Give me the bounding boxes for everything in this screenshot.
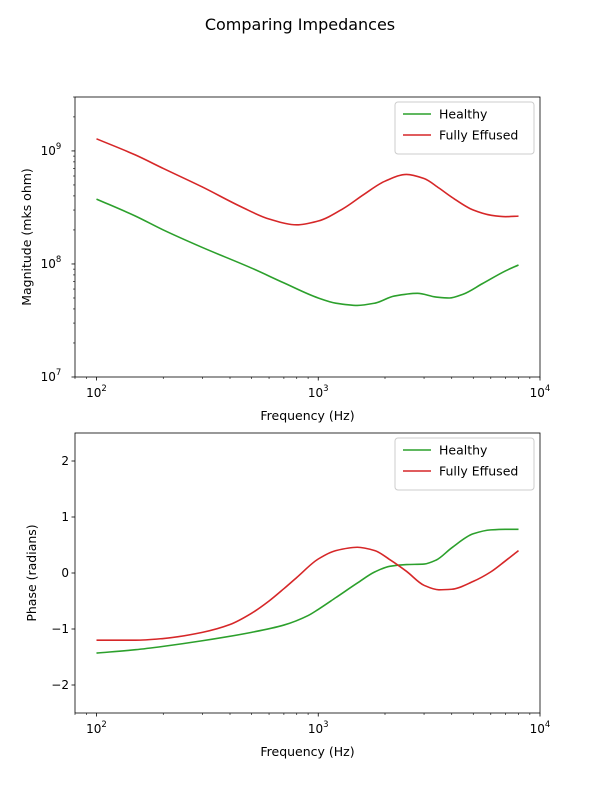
x-axis-label: Frequency (Hz) [260,744,354,759]
series-line-healthy [96,198,519,307]
figure-title: Comparing Impedances [205,15,395,34]
series-line-fully-effused [96,546,520,641]
y-tick-label: −2 [51,678,69,692]
series-line-healthy [96,528,519,654]
axes-frame [74,432,541,714]
series-line-fully-effused [96,138,519,226]
y-tick-label: 2 [61,454,69,468]
y-tick-label: 0 [61,566,69,580]
legend-label: Fully Effused [439,464,518,479]
legend-box [394,101,535,155]
y-axis-label: Magnitude (mks ohm) [19,168,34,306]
axes-frame [74,96,541,378]
legend-label: Healthy [439,107,488,122]
legend-label: Fully Effused [439,128,518,143]
x-axis-label: Frequency (Hz) [260,408,354,423]
legend-label: Healthy [439,443,488,458]
legend: Healthy Fully Effused [394,437,535,491]
y-tick-label: −1 [51,622,69,636]
legend-box [394,437,535,491]
y-axis-label: Phase (radians) [24,524,39,621]
legend: Healthy Fully Effused [394,101,535,155]
y-tick-label: 1 [61,510,69,524]
